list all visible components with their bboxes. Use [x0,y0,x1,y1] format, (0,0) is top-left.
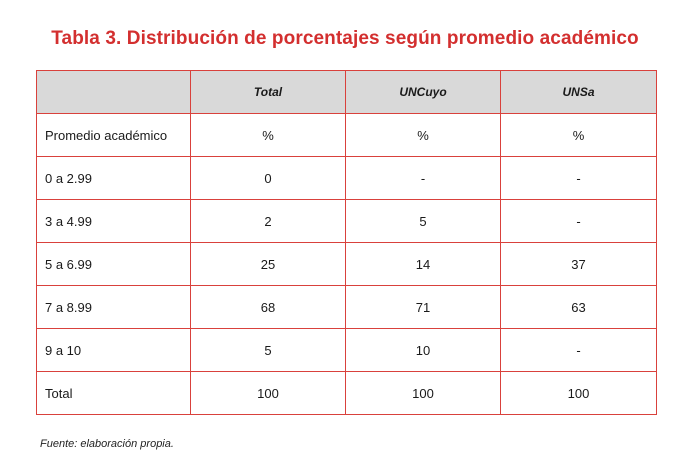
table-row: 5 a 6.99 25 14 37 [36,242,657,286]
cell-unsa: - [500,199,657,243]
cell-unsa: 63 [500,285,657,329]
row-label: 7 a 8.99 [36,285,191,329]
header-cell-empty [36,70,191,114]
row-label: 5 a 6.99 [36,242,191,286]
cell-unsa: 37 [500,242,657,286]
row-label: 3 a 4.99 [36,199,191,243]
cell-uncuyo: - [345,156,501,200]
table-row: 3 a 4.99 2 5 - [36,199,657,243]
cell-unsa: - [500,328,657,372]
header-cell-total: Total [190,70,346,114]
table-row: Promedio académico % % % [36,113,657,157]
cell-unsa: - [500,156,657,200]
cell-total: 25 [190,242,346,286]
row-label: Promedio académico [36,113,191,157]
header-cell-uncuyo: UNCuyo [345,70,501,114]
cell-unsa: % [500,113,657,157]
cell-total: 0 [190,156,346,200]
cell-uncuyo: 14 [345,242,501,286]
source-note: Fuente: elaboración propia. [40,438,174,450]
table-title: Tabla 3. Distribución de porcentajes seg… [51,28,639,49]
cell-uncuyo: 10 [345,328,501,372]
percentage-table: Total UNCuyo UNSa Promedio académico % %… [36,70,657,415]
table-row: 7 a 8.99 68 71 63 [36,285,657,329]
cell-total: 100 [190,371,346,415]
cell-total: 2 [190,199,346,243]
row-label: Total [36,371,191,415]
cell-uncuyo: 100 [345,371,501,415]
cell-uncuyo: 71 [345,285,501,329]
row-label: 0 a 2.99 [36,156,191,200]
cell-unsa: 100 [500,371,657,415]
cell-uncuyo: 5 [345,199,501,243]
table-row: 9 a 10 5 10 - [36,328,657,372]
table-row: 0 a 2.99 0 - - [36,156,657,200]
header-row: Total UNCuyo UNSa [36,70,657,114]
cell-uncuyo: % [345,113,501,157]
row-label: 9 a 10 [36,328,191,372]
header-cell-unsa: UNSa [500,70,657,114]
cell-total: 68 [190,285,346,329]
cell-total: 5 [190,328,346,372]
cell-total: % [190,113,346,157]
table-row: Total 100 100 100 [36,371,657,415]
